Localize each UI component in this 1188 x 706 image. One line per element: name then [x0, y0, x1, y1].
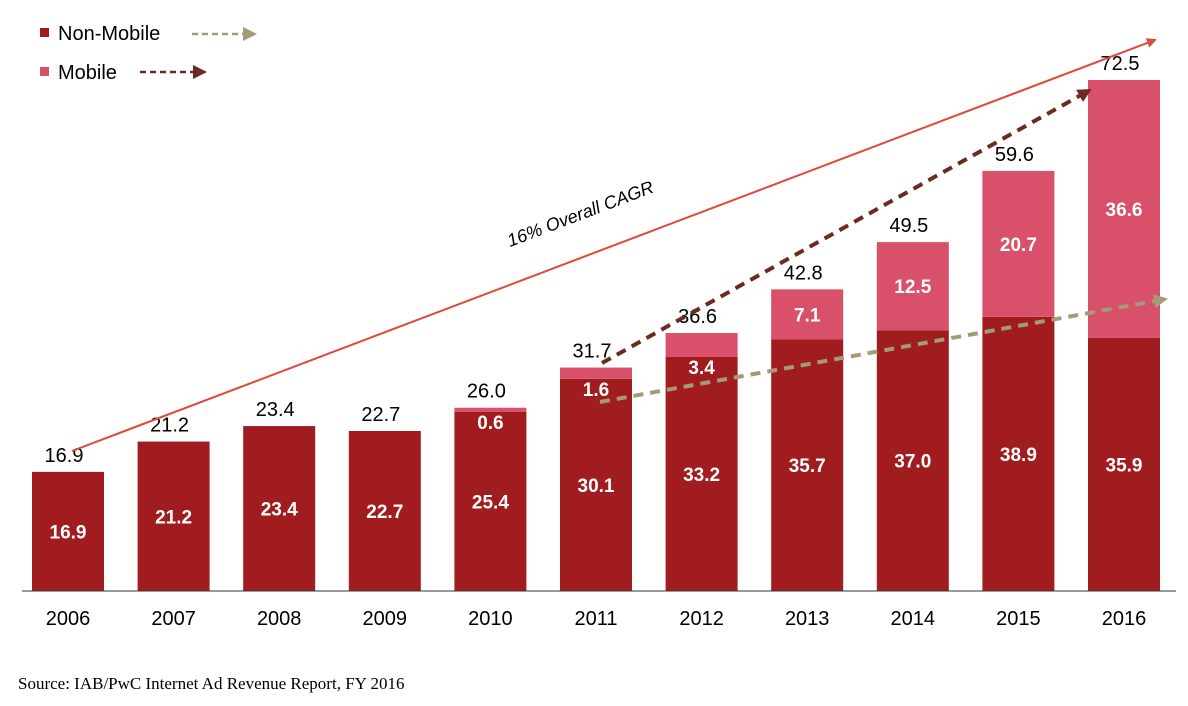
label-total-2007: 21.2 [150, 415, 189, 437]
label-non-mobile-2008: 23.4 [261, 500, 298, 521]
label-total-2008: 23.4 [256, 399, 295, 421]
label-non-mobile-2012: 33.2 [683, 465, 720, 486]
bar-non-mobile-2009 [348, 431, 421, 591]
tick-label-2014: 2014 [891, 608, 936, 630]
non-mobile-trend-arrow [599, 294, 1168, 404]
bar-mobile-2010 [454, 407, 527, 412]
bars [32, 80, 1160, 591]
label-total-2011: 31.7 [573, 341, 612, 363]
tick-label-2007: 2007 [151, 608, 196, 630]
label-mobile-2012: 3.4 [688, 358, 715, 379]
label-total-2013: 42.8 [784, 262, 823, 284]
bar-non-mobile-2015 [982, 316, 1055, 591]
label-mobile-2015: 20.7 [1000, 235, 1037, 256]
cagr-arrow [71, 38, 1157, 452]
tick-label-2011: 2011 [574, 608, 617, 630]
tick-label-2012: 2012 [679, 608, 724, 630]
tick-label-2008: 2008 [257, 608, 302, 630]
cagr-label: 16% Overall CAGR [504, 177, 656, 251]
legend-swatch-non-mobile [40, 28, 49, 37]
bar-non-mobile-2014 [876, 330, 949, 591]
label-non-mobile-2006: 16.9 [50, 522, 87, 543]
bar-non-mobile-2010 [454, 411, 527, 591]
tick-label-2016: 2016 [1102, 608, 1147, 630]
bar-mobile-2014 [876, 242, 949, 331]
bar-non-mobile-2006 [32, 471, 104, 591]
mobile-trend-arrow [601, 88, 1092, 365]
label-total-2014: 49.5 [889, 215, 928, 237]
label-non-mobile-2016: 35.9 [1106, 455, 1143, 476]
legend-label-non-mobile: Non-Mobile [58, 23, 160, 45]
label-mobile-2010: 0.6 [477, 413, 503, 434]
bar-non-mobile-2007 [137, 441, 210, 591]
bar-non-mobile-2011 [560, 378, 632, 591]
bar-non-mobile-2012 [665, 356, 738, 591]
bar-mobile-2015 [982, 170, 1055, 317]
label-non-mobile-2014: 37.0 [894, 452, 931, 473]
legend-label-mobile: Mobile [58, 62, 117, 84]
bar-non-mobile-2016 [1088, 337, 1160, 591]
tick-label-2013: 2013 [785, 608, 830, 630]
label-total-2010: 26.0 [467, 381, 506, 403]
legend-swatch-mobile [40, 67, 49, 76]
bar-mobile-2016 [1088, 80, 1160, 338]
label-non-mobile-2011: 30.1 [578, 476, 615, 497]
label-total-2009: 22.7 [361, 404, 400, 426]
legend: Non-Mobile Mobile [40, 23, 257, 84]
bar-mobile-2011 [560, 367, 632, 379]
label-total-2016: 72.5 [1101, 53, 1140, 75]
label-non-mobile-2009: 22.7 [366, 502, 403, 523]
label-mobile-2013: 7.1 [794, 305, 821, 326]
label-non-mobile-2015: 38.9 [1000, 445, 1037, 466]
label-non-mobile-2013: 35.7 [789, 456, 826, 477]
tick-label-2006: 2006 [46, 608, 91, 630]
tick-label-2010: 2010 [468, 608, 513, 630]
bar-non-mobile-2013 [771, 339, 844, 591]
label-mobile-2016: 36.6 [1106, 200, 1143, 221]
label-total-2015: 59.6 [995, 144, 1034, 166]
source-note: Source: IAB/PwC Internet Ad Revenue Repo… [18, 674, 405, 693]
label-total-2012: 36.6 [678, 306, 717, 328]
bar-non-mobile-2008 [243, 426, 316, 591]
tick-label-2009: 2009 [363, 608, 408, 630]
data-labels: 16.916.921.221.223.423.422.722.725.40.62… [45, 53, 1143, 543]
tick-label-2015: 2015 [996, 608, 1041, 630]
label-mobile-2011: 1.6 [583, 380, 609, 401]
bar-mobile-2012 [665, 333, 738, 357]
label-mobile-2014: 12.5 [894, 277, 931, 298]
label-non-mobile-2010: 25.4 [472, 492, 509, 513]
label-non-mobile-2007: 21.2 [155, 507, 192, 528]
x-axis-ticks: 2006 2007 2008 2009 2010 2011 2012 2013 2014 2015… [46, 608, 1147, 630]
bar-mobile-2013 [771, 289, 844, 340]
